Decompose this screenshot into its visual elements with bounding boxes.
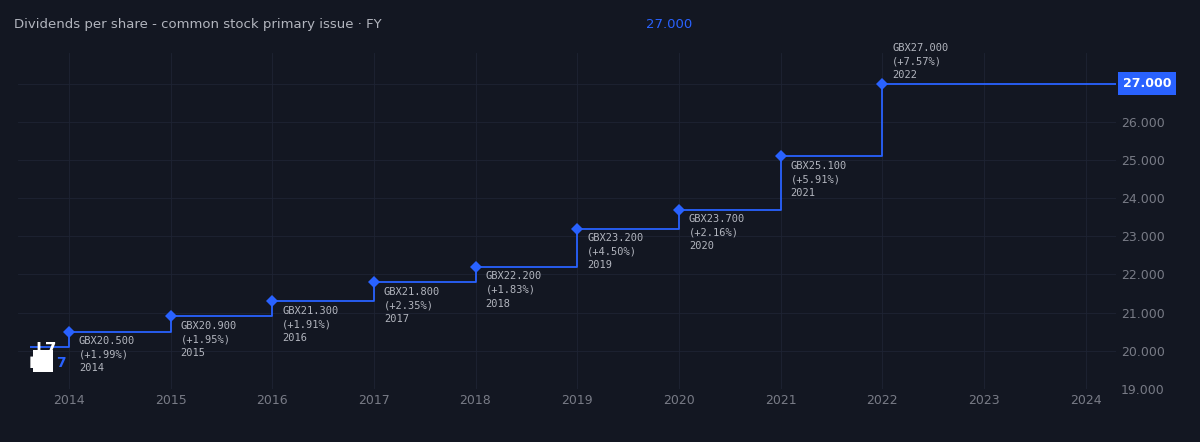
Text: 7: 7 — [56, 357, 66, 370]
Text: Dividends per share - common stock primary issue · FY: Dividends per share - common stock prima… — [14, 18, 382, 30]
Text: ❙7: ❙7 — [31, 341, 56, 359]
Text: ▮ ↙: ▮ ↙ — [29, 354, 53, 369]
Text: GBX25.100
(+5.91%)
2021: GBX25.100 (+5.91%) 2021 — [791, 161, 847, 198]
FancyBboxPatch shape — [34, 351, 53, 372]
Text: GBX27.000
(+7.57%)
2022: GBX27.000 (+7.57%) 2022 — [893, 42, 948, 80]
Text: GBX21.300
(+1.91%)
2016: GBX21.300 (+1.91%) 2016 — [282, 306, 338, 343]
Text: GBX23.700
(+2.16%)
2020: GBX23.700 (+2.16%) 2020 — [689, 214, 745, 251]
Text: 27.000: 27.000 — [1123, 77, 1171, 90]
Text: 27.000: 27.000 — [646, 18, 692, 30]
Text: GBX20.900
(+1.95%)
2015: GBX20.900 (+1.95%) 2015 — [181, 321, 236, 358]
Text: GBX23.200
(+4.50%)
2019: GBX23.200 (+4.50%) 2019 — [587, 233, 643, 271]
Text: GBX20.500
(+1.99%)
2014: GBX20.500 (+1.99%) 2014 — [79, 336, 136, 373]
Text: GBX22.200
(+1.83%)
2018: GBX22.200 (+1.83%) 2018 — [486, 271, 542, 309]
Text: GBX21.800
(+2.35%)
2017: GBX21.800 (+2.35%) 2017 — [384, 287, 440, 324]
